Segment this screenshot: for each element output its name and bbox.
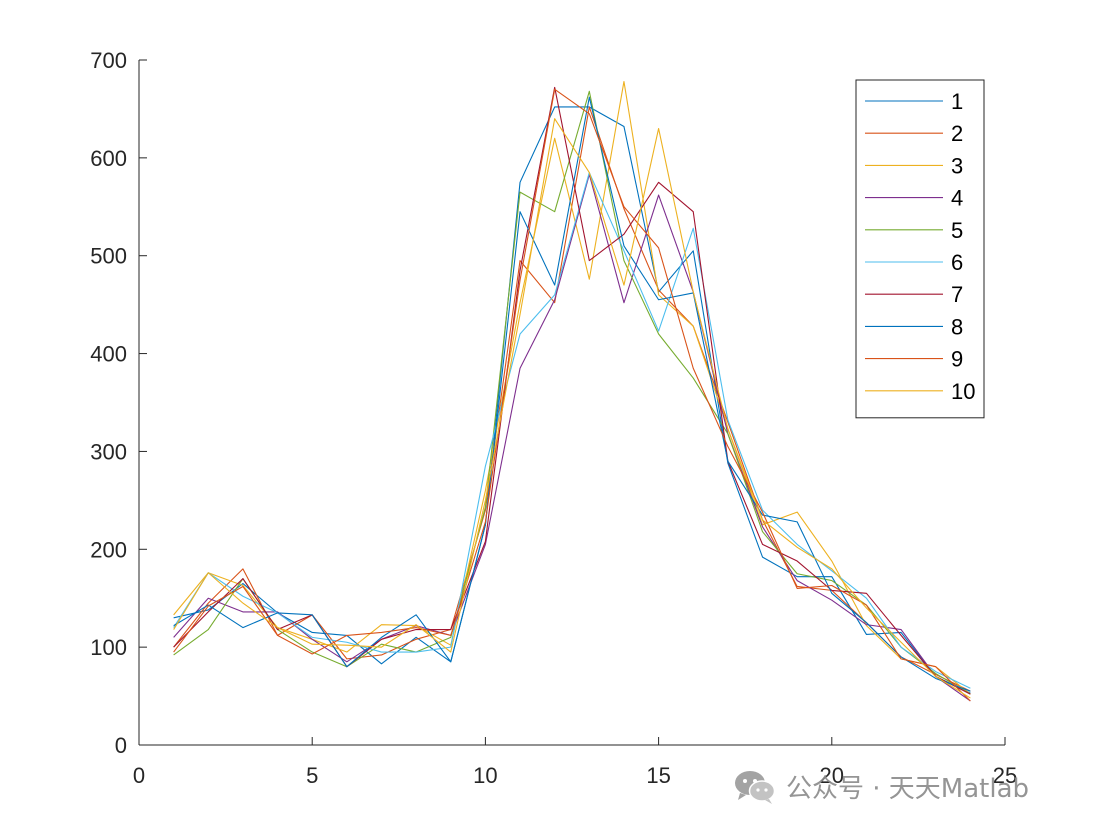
- legend-label-5: 5: [951, 218, 963, 243]
- y-tick-label: 400: [90, 342, 127, 367]
- legend-label-10: 10: [951, 379, 975, 404]
- x-tick-label: 15: [646, 763, 670, 788]
- watermark: 公众号 · 天天Matlab: [734, 768, 1029, 805]
- y-tick-label: 200: [90, 537, 127, 562]
- legend-label-6: 6: [951, 250, 963, 275]
- wechat-icon: [735, 770, 776, 804]
- series-line-6: [173, 171, 971, 689]
- series-line-4: [173, 173, 971, 702]
- legend: 1 2 3 4 5 6 7 8 9 10: [855, 79, 985, 419]
- y-tick-label: 0: [115, 733, 127, 758]
- legend-label-8: 8: [951, 314, 963, 339]
- series-line-7: [173, 86, 971, 695]
- y-tick-label: 100: [90, 635, 127, 660]
- watermark-text: 公众号 · 天天Matlab: [786, 774, 1030, 804]
- x-tick-label: 5: [306, 763, 318, 788]
- x-tick-label: 25: [993, 763, 1017, 788]
- series-line-8: [173, 96, 971, 692]
- series-line-5: [173, 90, 971, 695]
- legend-label-4: 4: [951, 186, 963, 211]
- legend-label-9: 9: [951, 347, 963, 372]
- y-tick-label: 600: [90, 146, 127, 171]
- y-tick-label: 300: [90, 439, 127, 464]
- legend-label-7: 7: [951, 282, 963, 307]
- y-tick-label: 700: [90, 48, 127, 73]
- series-line-3: [173, 80, 971, 695]
- series-lines: [173, 80, 971, 702]
- series-line-1: [173, 106, 971, 694]
- legend-label-2: 2: [951, 121, 963, 146]
- x-tick-label: 20: [820, 763, 844, 788]
- legend-box: [855, 79, 985, 419]
- series-line-2: [173, 106, 971, 692]
- legend-label-3: 3: [951, 153, 963, 178]
- series-line-9: [173, 88, 971, 702]
- legend-label-1: 1: [951, 89, 963, 114]
- x-tick-label: 0: [133, 763, 145, 788]
- x-tick-label: 10: [473, 763, 497, 788]
- y-tick-label: 500: [90, 244, 127, 269]
- series-line-10: [173, 118, 971, 699]
